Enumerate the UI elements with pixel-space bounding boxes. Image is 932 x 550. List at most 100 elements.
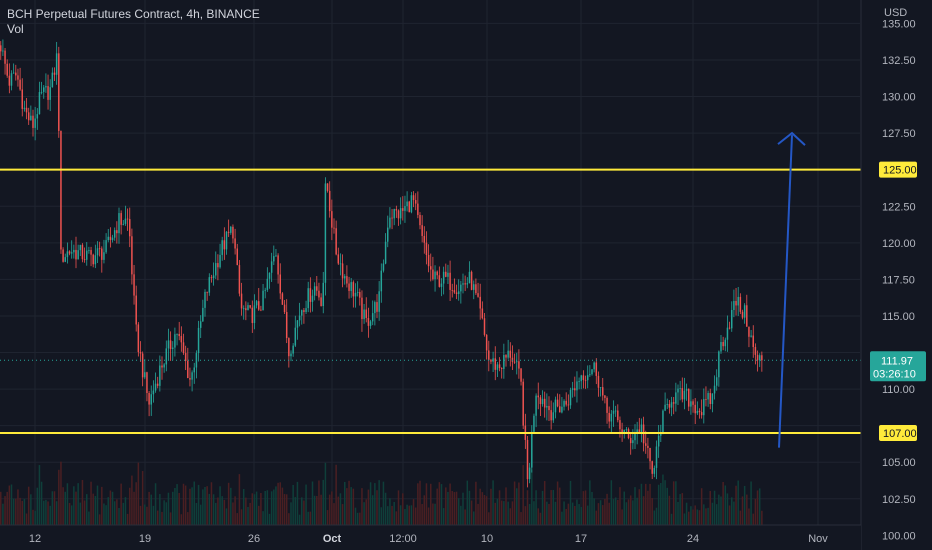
- candle-body: [109, 236, 112, 241]
- candle-body: [402, 208, 404, 211]
- candle-body: [610, 413, 613, 422]
- candle-body: [62, 249, 64, 262]
- volume-bar: [212, 494, 215, 525]
- candle-body: [210, 277, 213, 279]
- candle-body: [344, 276, 346, 279]
- volume-bar: [531, 469, 533, 525]
- volume-bar: [326, 510, 329, 525]
- volume-bar: [569, 480, 572, 525]
- candle-body: [427, 254, 430, 267]
- candle-body: [500, 368, 503, 369]
- candle-body: [161, 365, 163, 368]
- volume-bar: [339, 493, 342, 525]
- candle-body: [58, 53, 60, 131]
- volume-bar: [298, 514, 301, 525]
- volume-bar: [384, 492, 387, 525]
- volume-bar: [165, 502, 168, 525]
- candle-body: [421, 225, 423, 236]
- volume-bar: [741, 496, 744, 525]
- candle-body: [111, 237, 114, 241]
- volume-bar: [232, 502, 234, 525]
- volume-bar: [268, 513, 271, 525]
- candle-body: [313, 286, 316, 296]
- volume-bar: [161, 511, 163, 525]
- candle-body: [634, 433, 636, 441]
- candle-body: [466, 283, 469, 285]
- volume-bar: [610, 480, 613, 525]
- volume-bar: [197, 484, 200, 525]
- volume-bar: [580, 506, 582, 525]
- volume-bar: [159, 494, 161, 525]
- volume-bar: [361, 488, 363, 525]
- volume-bar: [64, 491, 66, 525]
- volume-bar: [199, 504, 202, 525]
- candle-body: [460, 284, 462, 292]
- candle-body: [750, 335, 752, 337]
- volume-bar: [430, 483, 432, 525]
- candle-body: [292, 345, 294, 354]
- volume-bar: [657, 484, 660, 525]
- candle-body: [440, 283, 443, 287]
- volume-bar: [533, 501, 535, 525]
- candle-body: [559, 406, 561, 413]
- volume-bar: [705, 508, 707, 525]
- volume-bar: [464, 509, 466, 525]
- candle-body: [503, 355, 505, 369]
- candle-body: [172, 347, 174, 350]
- volume-bar: [193, 481, 195, 525]
- candle-body: [94, 255, 97, 265]
- candle-body: [81, 244, 84, 260]
- candle-body: [255, 301, 258, 306]
- candle-body: [746, 305, 748, 327]
- volume-bar: [83, 500, 86, 525]
- volume-bar: [629, 495, 632, 525]
- volume-bar: [642, 496, 645, 525]
- volume-bar: [36, 487, 39, 525]
- volume-bar: [305, 484, 307, 525]
- volume-bar: [154, 483, 157, 525]
- candle-body: [619, 420, 621, 430]
- volume-bar: [90, 481, 92, 525]
- candle-body: [129, 219, 131, 237]
- y-tick-label: 120.00: [882, 238, 916, 250]
- candle-body: [21, 89, 23, 109]
- candle-body: [86, 250, 88, 260]
- candle-body: [38, 92, 41, 115]
- candle-body: [516, 361, 518, 363]
- volume-bar: [92, 493, 94, 525]
- volume-bar: [567, 503, 570, 525]
- candle-body: [240, 293, 243, 309]
- volume-bar: [526, 490, 529, 525]
- candle-body: [359, 292, 361, 298]
- volume-bar: [664, 480, 666, 525]
- candle-body: [602, 387, 604, 396]
- candle-body: [40, 91, 43, 93]
- volume-bar: [541, 490, 544, 525]
- volume-bar: [410, 505, 413, 525]
- volume-bar: [563, 501, 565, 525]
- volume-bar: [468, 490, 471, 525]
- volume-bar: [460, 505, 462, 525]
- candle-body: [417, 203, 419, 215]
- volume-bar: [333, 503, 335, 525]
- candle-body: [425, 242, 428, 255]
- candle-body: [720, 342, 722, 352]
- candle-body: [298, 315, 301, 321]
- volume-bar: [559, 487, 561, 525]
- candle-body: [597, 375, 600, 388]
- candle-body: [567, 404, 570, 406]
- candle-body: [341, 263, 344, 279]
- volume-bar: [94, 496, 97, 525]
- volume-bar: [101, 486, 103, 525]
- candle-body: [726, 327, 729, 340]
- candle-body: [137, 324, 140, 353]
- candle-body: [625, 429, 628, 430]
- volume-bar: [19, 497, 21, 525]
- candle-body: [445, 271, 447, 277]
- candle-body: [19, 79, 21, 90]
- volume-bar: [595, 510, 598, 525]
- candle-body: [546, 405, 548, 408]
- candle-body: [696, 410, 699, 414]
